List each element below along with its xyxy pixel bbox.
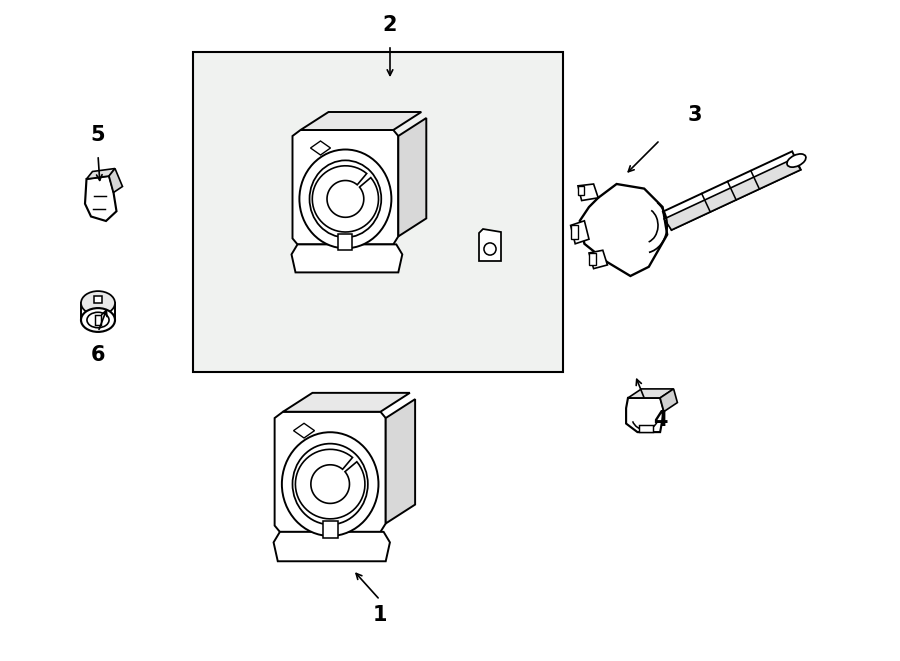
Polygon shape: [292, 245, 402, 272]
Bar: [193, 52, 563, 372]
Bar: [94, 315, 102, 325]
Polygon shape: [293, 423, 314, 438]
Ellipse shape: [81, 308, 115, 332]
Polygon shape: [589, 253, 597, 265]
Ellipse shape: [310, 161, 382, 237]
Polygon shape: [589, 251, 608, 268]
Text: 6: 6: [91, 345, 105, 365]
Polygon shape: [292, 130, 399, 245]
Ellipse shape: [292, 444, 368, 525]
Text: 3: 3: [688, 105, 702, 125]
Ellipse shape: [484, 243, 496, 255]
Ellipse shape: [87, 312, 109, 328]
Polygon shape: [580, 184, 667, 276]
Polygon shape: [386, 399, 415, 524]
Text: 2: 2: [382, 15, 397, 35]
Polygon shape: [571, 221, 589, 244]
Polygon shape: [295, 449, 364, 519]
Polygon shape: [310, 141, 330, 155]
Ellipse shape: [81, 291, 115, 315]
Ellipse shape: [282, 432, 379, 536]
Polygon shape: [578, 186, 584, 195]
Ellipse shape: [300, 149, 392, 249]
Polygon shape: [274, 532, 390, 561]
Polygon shape: [628, 389, 673, 398]
Polygon shape: [323, 521, 338, 538]
Polygon shape: [479, 229, 501, 261]
Text: 4: 4: [652, 410, 667, 430]
Polygon shape: [85, 176, 116, 221]
Polygon shape: [312, 166, 379, 232]
Text: 5: 5: [91, 125, 105, 145]
Polygon shape: [86, 169, 115, 179]
Polygon shape: [664, 159, 801, 230]
Polygon shape: [109, 169, 122, 192]
Polygon shape: [399, 118, 427, 237]
Polygon shape: [663, 151, 801, 230]
Polygon shape: [301, 112, 421, 130]
Text: 1: 1: [373, 605, 387, 625]
Polygon shape: [283, 393, 410, 412]
Bar: [94, 296, 103, 303]
Polygon shape: [578, 184, 599, 200]
Polygon shape: [571, 225, 578, 239]
Polygon shape: [639, 425, 652, 432]
Polygon shape: [660, 389, 678, 412]
Ellipse shape: [787, 154, 806, 167]
Polygon shape: [626, 398, 664, 432]
Polygon shape: [338, 234, 353, 250]
Polygon shape: [274, 412, 386, 532]
